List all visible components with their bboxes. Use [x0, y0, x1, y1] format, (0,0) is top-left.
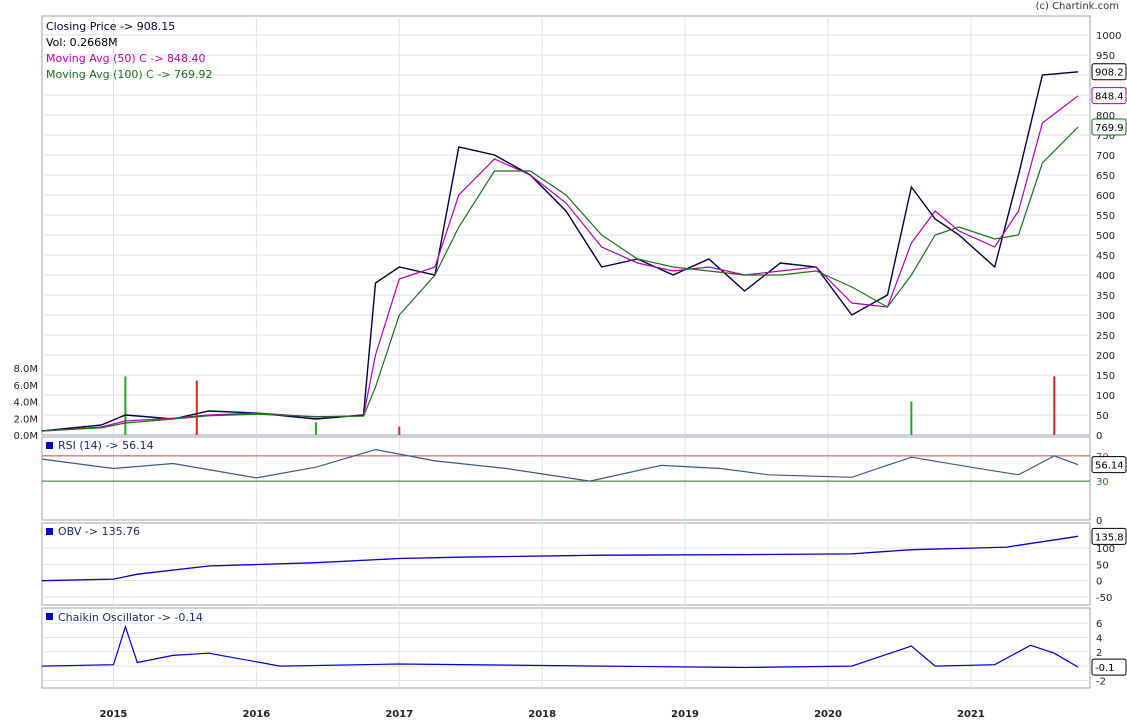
x-tick-label: 2021	[957, 709, 985, 720]
volume-bar	[314, 422, 317, 435]
last-value-label: 769.9	[1095, 123, 1124, 134]
copyright-text: (c) Chartink.com	[1035, 1, 1119, 12]
price-y-tick: 250	[1096, 331, 1115, 342]
price-y-tick: 200	[1096, 351, 1115, 362]
price-legend-entry: Moving Avg (50) C -> 848.40	[46, 52, 206, 65]
chaikin-y-tick: -2	[1096, 676, 1106, 687]
volume-bar	[1053, 376, 1056, 435]
rsi-last-label: 56.14	[1095, 461, 1124, 472]
chaikin-last-box	[1091, 658, 1127, 676]
volume-y-tick: 8.0M	[13, 364, 38, 375]
price-y-tick: 550	[1096, 211, 1115, 222]
rsi-line	[41, 448, 1079, 482]
moving-avg-50-line	[41, 95, 1079, 432]
volume-y-tick: 0.0M	[13, 431, 38, 442]
chaikin-last-label: -0.1	[1095, 663, 1115, 674]
volume-bar	[398, 426, 401, 435]
price-y-tick: 100	[1096, 391, 1115, 402]
price-y-tick: 500	[1096, 231, 1115, 242]
obv-y-tick: 0	[1096, 577, 1102, 588]
price-y-tick: 50	[1096, 411, 1109, 422]
last-value-label: 908.2	[1095, 68, 1124, 79]
last-value-box	[1091, 87, 1127, 105]
price-y-tick: 650	[1096, 171, 1115, 182]
volume-bar	[195, 380, 198, 435]
chaikin-y-tick: 2	[1096, 648, 1102, 659]
price-y-tick: 600	[1096, 191, 1115, 202]
price-y-tick: 300	[1096, 311, 1115, 322]
rsi-legend-swatch	[46, 442, 53, 449]
moving-avg-100-line	[41, 126, 1079, 432]
chaikin-line	[41, 624, 1079, 669]
price-y-tick: 150	[1096, 371, 1115, 382]
price-legend-entry: Closing Price -> 908.15	[46, 20, 175, 33]
price-legend-entry: Moving Avg (100) C -> 769.92	[46, 68, 213, 81]
chaikin-legend: Chaikin Oscillator -> -0.14	[58, 611, 203, 624]
x-tick-label: 2019	[671, 709, 699, 720]
rsi-y-tick: 0	[1096, 516, 1102, 527]
price-y-tick: 700	[1096, 151, 1115, 162]
obv-y-tick: 50	[1096, 560, 1109, 571]
price-panel-frame	[41, 15, 1091, 436]
obv-last-label: 135.8	[1095, 532, 1124, 543]
obv-y-tick: -50	[1096, 593, 1112, 604]
x-tick-label: 2016	[242, 709, 270, 720]
price-y-tick: 450	[1096, 251, 1115, 262]
x-tick-label: 2017	[385, 709, 413, 720]
rsi-last-box	[1091, 456, 1127, 474]
chaikin-panel-frame	[41, 607, 1091, 689]
price-y-tick: 0	[1096, 431, 1102, 442]
last-value-label: 848.4	[1095, 92, 1124, 103]
volume-bar	[124, 376, 127, 435]
last-value-box	[1091, 63, 1127, 81]
x-tick-label: 2020	[814, 709, 842, 720]
obv-last-box	[1091, 527, 1127, 545]
chaikin-y-tick: 6	[1096, 619, 1102, 630]
volume-y-tick: 4.0M	[13, 398, 38, 409]
obv-legend: OBV -> 135.76	[58, 525, 140, 538]
price-y-tick: 400	[1096, 271, 1115, 282]
price-y-tick: 1000	[1096, 31, 1121, 42]
x-tick-label: 2015	[100, 709, 128, 720]
volume-y-tick: 6.0M	[13, 381, 38, 392]
rsi-y-tick: 30	[1096, 477, 1109, 488]
chaikin-y-tick: 4	[1096, 633, 1102, 644]
volume-bar	[910, 401, 913, 435]
rsi-panel-frame	[41, 436, 1091, 521]
rsi-legend: RSI (14) -> 56.14	[58, 439, 154, 452]
obv-legend-swatch	[46, 528, 53, 535]
price-legend-entry: Vol: 0.2668M	[46, 36, 118, 49]
price-y-tick: 350	[1096, 291, 1115, 302]
price-y-tick: 750	[1096, 131, 1115, 142]
chaikin-legend-swatch	[46, 613, 53, 620]
price-y-tick: 800	[1096, 111, 1115, 122]
volume-y-tick: 2.0M	[13, 414, 38, 425]
price-y-tick: 950	[1096, 51, 1115, 62]
last-value-box	[1091, 118, 1127, 136]
obv-y-tick: 100	[1096, 544, 1115, 555]
obv-line	[41, 535, 1079, 582]
x-tick-label: 2018	[528, 709, 556, 720]
